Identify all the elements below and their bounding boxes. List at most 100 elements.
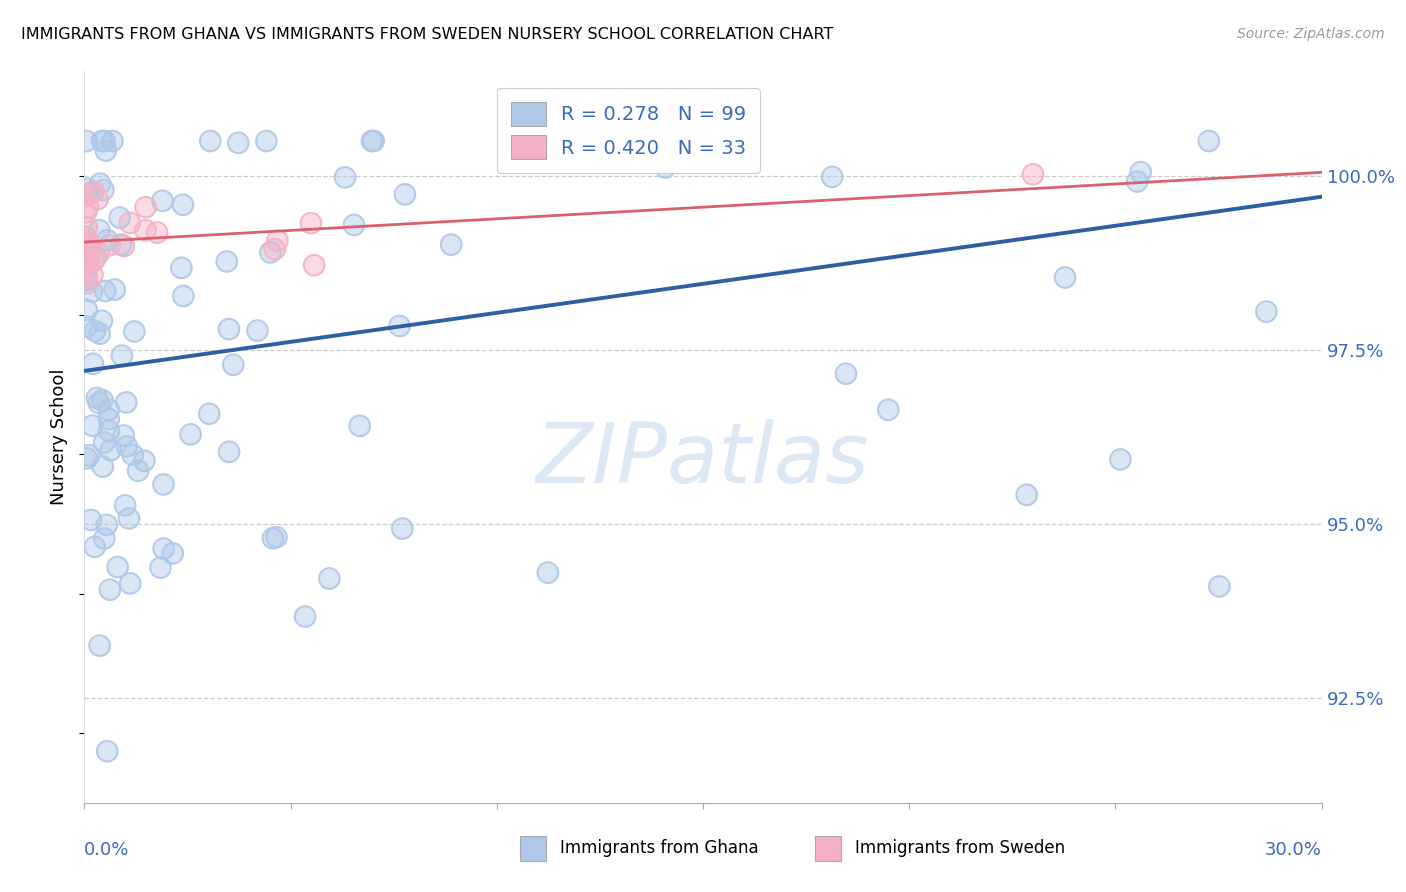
Point: [75, 134, 97, 148]
Point: [162, 546, 184, 560]
Point: [75, 188, 97, 202]
Point: [76, 182, 98, 196]
Point: [91, 134, 114, 148]
Point: [1054, 270, 1077, 285]
Point: [76, 451, 98, 466]
Point: [93, 532, 115, 546]
Point: [254, 134, 277, 148]
Point: [86, 391, 108, 405]
Text: 30.0%: 30.0%: [1265, 841, 1322, 859]
Point: [76, 273, 98, 287]
Point: [1208, 579, 1230, 593]
Point: [79, 241, 101, 255]
Point: [127, 464, 149, 478]
Point: [134, 454, 156, 468]
Point: [75, 235, 97, 249]
Point: [79, 241, 101, 255]
Point: [1022, 167, 1045, 181]
Point: [114, 499, 136, 513]
Point: [266, 530, 288, 544]
Point: [440, 237, 463, 252]
Text: Immigrants from Sweden: Immigrants from Sweden: [855, 839, 1064, 857]
Point: [360, 134, 382, 148]
Point: [87, 246, 110, 260]
Point: [152, 477, 174, 491]
Point: [84, 251, 107, 265]
Point: [84, 251, 107, 265]
Point: [228, 136, 250, 150]
Point: [1208, 579, 1230, 593]
Point: [294, 609, 316, 624]
Point: [89, 223, 111, 237]
Point: [76, 200, 98, 214]
Point: [98, 582, 121, 597]
Point: [77, 448, 100, 462]
Point: [112, 239, 135, 253]
Point: [537, 566, 560, 580]
Point: [1109, 452, 1132, 467]
Point: [1054, 270, 1077, 285]
Point: [79, 241, 101, 255]
Point: [1109, 452, 1132, 467]
Point: [87, 396, 110, 410]
Point: [83, 540, 105, 554]
Point: [115, 439, 138, 453]
Point: [266, 530, 288, 544]
Point: [152, 194, 174, 208]
Point: [76, 276, 98, 290]
Point: [120, 576, 142, 591]
Point: [135, 223, 157, 237]
Point: [349, 418, 371, 433]
FancyBboxPatch shape: [815, 836, 841, 861]
Point: [259, 245, 281, 260]
Point: [93, 435, 115, 450]
Point: [263, 242, 285, 256]
Point: [388, 318, 411, 333]
Point: [101, 134, 124, 148]
Point: [84, 324, 107, 338]
Point: [75, 229, 97, 244]
Point: [89, 639, 111, 653]
Point: [77, 448, 100, 462]
Point: [152, 194, 174, 208]
Point: [391, 521, 413, 535]
Point: [343, 218, 366, 232]
Point: [228, 136, 250, 150]
Point: [440, 237, 463, 252]
Point: [215, 254, 238, 268]
Point: [93, 435, 115, 450]
Point: [76, 276, 98, 290]
Point: [200, 134, 222, 148]
Point: [318, 572, 340, 586]
Point: [82, 185, 104, 199]
Point: [84, 324, 107, 338]
Point: [97, 412, 120, 426]
Point: [89, 326, 111, 341]
Point: [198, 407, 221, 421]
Point: [302, 258, 325, 272]
Point: [97, 424, 120, 438]
Point: [124, 325, 146, 339]
Point: [1022, 167, 1045, 181]
Point: [266, 234, 288, 248]
Point: [218, 445, 240, 459]
Point: [302, 258, 325, 272]
Point: [1015, 488, 1038, 502]
Point: [82, 185, 104, 199]
Point: [118, 216, 141, 230]
Point: [394, 187, 416, 202]
Point: [94, 284, 117, 298]
Point: [1256, 304, 1278, 318]
Point: [96, 233, 118, 247]
Point: [172, 198, 194, 212]
Point: [294, 609, 316, 624]
Point: [89, 639, 111, 653]
Point: [318, 572, 340, 586]
Point: [170, 260, 193, 275]
Point: [112, 428, 135, 442]
Point: [98, 238, 121, 252]
Point: [89, 326, 111, 341]
Point: [299, 216, 322, 230]
Point: [835, 367, 858, 381]
Point: [79, 186, 101, 201]
